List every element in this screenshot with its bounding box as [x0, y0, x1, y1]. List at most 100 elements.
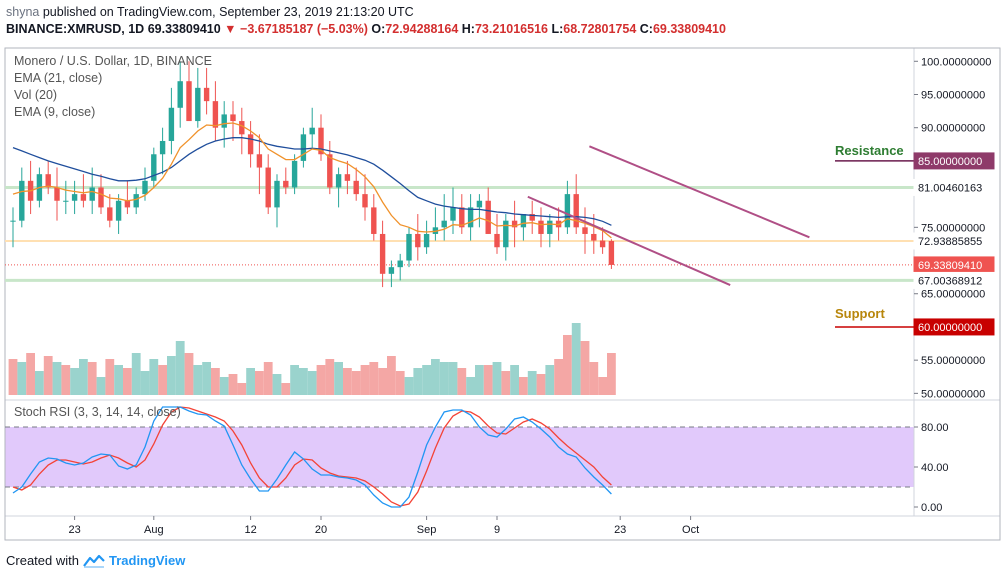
candle-body[interactable] — [107, 207, 113, 221]
candle-body[interactable] — [397, 260, 403, 268]
volume-bar — [149, 359, 159, 395]
symbol-ohlc-line: BINANCE:XMRUSD, 1D 69.33809410 ▼ −3.6718… — [6, 22, 726, 36]
candle-body[interactable] — [239, 121, 245, 135]
candle-body[interactable] — [547, 220, 553, 234]
volume-bar — [43, 356, 53, 395]
candle-body[interactable] — [538, 220, 544, 234]
candle-body[interactable] — [142, 180, 148, 195]
volume-bar — [545, 365, 555, 395]
price-tick-label: 90.00000000 — [921, 123, 985, 135]
candle-body[interactable] — [379, 233, 386, 274]
candle-body[interactable] — [309, 127, 315, 135]
footer: Created with TradingView — [6, 553, 185, 568]
candle-body[interactable] — [124, 200, 131, 208]
candle-body[interactable] — [274, 180, 280, 208]
price-label-text: 72.93885855 — [918, 236, 982, 248]
chart-area[interactable]: 100.00000000 95.00000000 90.00000000 75.000… — [0, 44, 1006, 554]
candle-body[interactable] — [168, 107, 175, 141]
ema9-legend: EMA (9, close) — [14, 105, 95, 119]
tradingview-brand[interactable]: TradingView — [108, 553, 186, 568]
time-tick-label: Aug — [144, 524, 164, 536]
volume-bar — [184, 353, 194, 395]
volume-bar — [105, 359, 115, 395]
price-label-text: 60.00000000 — [918, 322, 982, 334]
candle-body[interactable] — [177, 81, 183, 108]
candle-body[interactable] — [476, 200, 483, 208]
candle-body[interactable] — [388, 267, 395, 274]
candle-body[interactable] — [423, 233, 430, 248]
candle-body[interactable] — [503, 220, 509, 248]
candle-body[interactable] — [529, 214, 535, 221]
candle-body[interactable] — [511, 220, 518, 228]
candle-body[interactable] — [89, 187, 95, 201]
volume-bar — [61, 365, 71, 395]
price-tick-label: 75.00000000 — [921, 222, 985, 234]
candle-body[interactable] — [212, 101, 219, 128]
volume-bar — [219, 377, 229, 395]
candle-body[interactable] — [494, 233, 500, 248]
price-tick-label: 95.00000000 — [921, 89, 985, 101]
candle-body[interactable] — [256, 154, 263, 168]
candle-body[interactable] — [151, 154, 157, 181]
candle-body[interactable] — [573, 194, 579, 228]
volume-bar — [387, 356, 396, 395]
last-price: 69.33809410 — [147, 22, 221, 36]
candle-body[interactable] — [591, 233, 597, 241]
price-label-text: 85.00000000 — [918, 156, 982, 168]
volume-bar — [255, 371, 264, 395]
candle-body[interactable] — [599, 240, 606, 248]
candle-body[interactable] — [291, 160, 298, 188]
close-value: 69.33809410 — [652, 22, 726, 36]
candle-body[interactable] — [450, 207, 456, 221]
candle-body[interactable] — [80, 194, 87, 201]
candle-body[interactable] — [10, 220, 16, 222]
price-label-text: 69.33809410 — [918, 260, 982, 272]
candle-body[interactable] — [247, 134, 254, 155]
candle-body[interactable] — [265, 167, 271, 208]
candle-body[interactable] — [362, 194, 368, 208]
candle-body[interactable] — [344, 174, 351, 181]
price-tick-label: 65.00000000 — [921, 289, 985, 301]
candle-body[interactable] — [115, 200, 122, 221]
candle-body[interactable] — [159, 140, 166, 155]
price-label-box — [913, 152, 995, 170]
candle-body[interactable] — [203, 87, 210, 102]
candle-body[interactable] — [441, 220, 447, 228]
candle-body[interactable] — [415, 233, 421, 248]
candle-body[interactable] — [98, 187, 104, 208]
time-tick-label: Sep — [417, 524, 437, 536]
chart-svg[interactable]: 100.00000000 95.00000000 90.00000000 75.000… — [0, 44, 1006, 554]
candle-body[interactable] — [406, 233, 412, 261]
candle-body[interactable] — [371, 207, 377, 234]
candle-body[interactable] — [467, 207, 474, 228]
candle-body[interactable] — [63, 200, 69, 202]
candle-body[interactable] — [54, 187, 60, 201]
ema9-line — [12, 122, 612, 239]
candle-body[interactable] — [353, 180, 359, 195]
candle-body[interactable] — [45, 174, 51, 188]
candle-body[interactable] — [19, 180, 25, 221]
candle-body[interactable] — [520, 214, 527, 228]
candle-body[interactable] — [564, 194, 571, 228]
candle-body[interactable] — [485, 200, 491, 234]
candle-body[interactable] — [133, 194, 139, 208]
candle-body[interactable] — [318, 127, 324, 155]
candle-body[interactable] — [608, 241, 615, 265]
candle-body[interactable] — [195, 87, 201, 122]
candle-body[interactable] — [582, 227, 588, 234]
candle-body[interactable] — [335, 174, 342, 188]
candle-body[interactable] — [71, 194, 78, 201]
volume-bar — [554, 359, 563, 395]
candle-body[interactable] — [230, 114, 236, 122]
volume-bar — [369, 362, 379, 395]
volume-bar — [422, 365, 431, 395]
candle-body[interactable] — [283, 180, 289, 188]
volume-bar — [272, 374, 282, 395]
volume-bar — [580, 341, 590, 395]
candle-body[interactable] — [459, 207, 465, 228]
candle-body[interactable] — [300, 134, 307, 161]
candle-body[interactable] — [327, 154, 333, 188]
candle-body[interactable] — [221, 114, 227, 128]
candle-body[interactable] — [186, 81, 192, 122]
volume-bar — [607, 353, 616, 395]
